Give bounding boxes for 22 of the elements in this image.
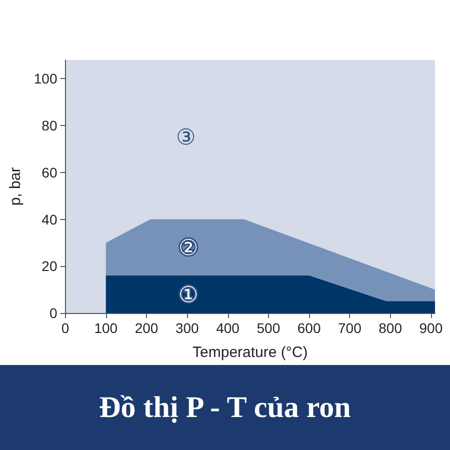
x-tick-label: 500 (256, 320, 280, 336)
series-label: ① (178, 282, 199, 307)
y-tick-label: 40 (42, 211, 58, 228)
y-tick-label: 20 (42, 258, 58, 274)
x-tick-label: 700 (338, 320, 362, 336)
text: Đồ thị P - T của ron (0, 365, 450, 450)
x-tick-label: 800 (378, 320, 402, 336)
x-tick-label: 0 (61, 320, 70, 336)
x-tick-label: 900 (419, 320, 443, 336)
series-label: ② (178, 234, 199, 260)
y-tick-label: 100 (34, 70, 58, 87)
band-label: ③ (176, 124, 196, 150)
y-tick-label: 60 (42, 164, 58, 180)
x-tick-label: 400 (216, 320, 240, 336)
x-tick-label: 600 (297, 320, 321, 336)
y-tick-label: 0 (49, 305, 58, 321)
x-tick-label: 100 (94, 320, 118, 336)
y-axis-title: p, bar (7, 167, 24, 206)
x-tick-label: 200 (134, 320, 158, 336)
x-tick-label: 300 (175, 320, 200, 336)
y-tick-label: 80 (42, 118, 58, 134)
x-axis-title: Temperature (°C) (192, 344, 308, 361)
